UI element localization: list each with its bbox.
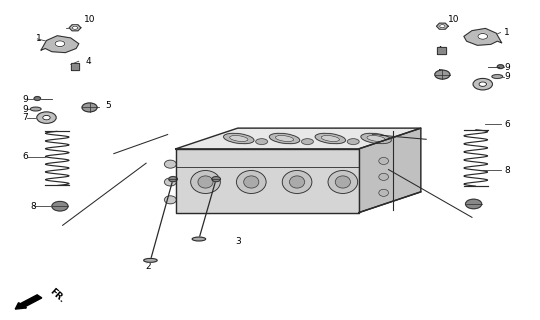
Polygon shape: [359, 128, 421, 212]
Circle shape: [52, 201, 68, 211]
Text: 9: 9: [22, 105, 28, 114]
Text: 2: 2: [145, 262, 151, 271]
Ellipse shape: [492, 75, 503, 78]
Ellipse shape: [315, 133, 346, 144]
Text: 9: 9: [504, 72, 510, 81]
Ellipse shape: [367, 135, 385, 141]
Ellipse shape: [321, 135, 340, 141]
Ellipse shape: [198, 176, 213, 188]
Ellipse shape: [301, 139, 313, 144]
Circle shape: [82, 103, 97, 112]
Polygon shape: [176, 128, 421, 149]
Circle shape: [34, 97, 40, 100]
Ellipse shape: [289, 176, 305, 188]
Text: FR.: FR.: [48, 286, 66, 304]
Polygon shape: [437, 47, 445, 54]
Ellipse shape: [30, 107, 41, 111]
Ellipse shape: [379, 173, 388, 180]
Ellipse shape: [282, 171, 312, 194]
Circle shape: [473, 78, 492, 90]
Text: 4: 4: [85, 57, 91, 66]
Text: 9: 9: [504, 63, 510, 72]
Ellipse shape: [144, 259, 157, 262]
Text: 6: 6: [22, 152, 28, 161]
Ellipse shape: [165, 160, 176, 168]
Circle shape: [212, 177, 220, 182]
Text: 7: 7: [479, 80, 485, 89]
Ellipse shape: [379, 157, 388, 164]
Ellipse shape: [275, 135, 294, 141]
Circle shape: [72, 26, 78, 29]
Ellipse shape: [165, 196, 176, 204]
Text: 8: 8: [30, 202, 36, 211]
Circle shape: [168, 177, 177, 182]
Ellipse shape: [244, 176, 259, 188]
Circle shape: [55, 41, 65, 47]
Polygon shape: [464, 28, 502, 45]
Text: 6: 6: [504, 120, 510, 129]
Circle shape: [465, 199, 482, 209]
Circle shape: [435, 70, 450, 79]
Text: 1: 1: [504, 28, 510, 37]
FancyArrow shape: [15, 295, 42, 309]
Ellipse shape: [191, 171, 220, 194]
Ellipse shape: [165, 178, 176, 186]
Text: 10: 10: [448, 15, 459, 24]
Circle shape: [37, 112, 56, 123]
Ellipse shape: [269, 133, 300, 144]
Polygon shape: [41, 36, 79, 52]
Text: 5: 5: [106, 101, 111, 110]
Ellipse shape: [328, 171, 357, 194]
Circle shape: [440, 25, 445, 28]
Text: 4: 4: [437, 45, 443, 55]
Ellipse shape: [192, 237, 206, 241]
Ellipse shape: [237, 171, 266, 194]
Polygon shape: [69, 25, 81, 31]
Text: 7: 7: [22, 113, 28, 122]
Text: 10: 10: [84, 15, 96, 24]
Ellipse shape: [361, 133, 392, 144]
Ellipse shape: [224, 133, 254, 144]
Polygon shape: [436, 23, 448, 29]
Circle shape: [497, 65, 504, 68]
Text: 1: 1: [36, 35, 42, 44]
Ellipse shape: [379, 189, 388, 196]
Circle shape: [43, 116, 50, 120]
Polygon shape: [176, 149, 359, 212]
Text: 5: 5: [437, 69, 443, 78]
Text: 3: 3: [235, 237, 241, 246]
Circle shape: [479, 82, 487, 86]
Ellipse shape: [230, 135, 248, 141]
Ellipse shape: [335, 176, 350, 188]
Ellipse shape: [256, 139, 268, 144]
Ellipse shape: [347, 139, 359, 144]
Text: 8: 8: [504, 166, 510, 175]
Text: 9: 9: [22, 95, 28, 104]
Circle shape: [478, 34, 488, 39]
Polygon shape: [71, 63, 79, 70]
